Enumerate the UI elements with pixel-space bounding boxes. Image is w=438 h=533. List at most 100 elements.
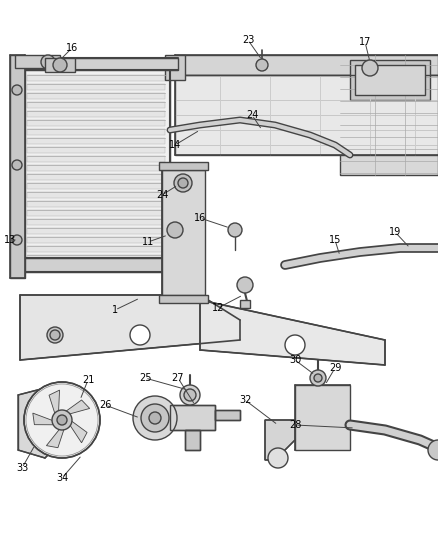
- Text: 17: 17: [359, 37, 371, 47]
- Text: 28: 28: [289, 420, 301, 430]
- Bar: [27, 255, 165, 261]
- Circle shape: [237, 277, 253, 293]
- Text: 11: 11: [142, 237, 154, 247]
- Bar: [27, 246, 165, 252]
- Circle shape: [12, 235, 22, 245]
- Circle shape: [314, 374, 322, 382]
- Text: 33: 33: [16, 463, 28, 473]
- Circle shape: [174, 174, 192, 192]
- Polygon shape: [200, 300, 385, 365]
- Circle shape: [285, 335, 305, 355]
- Text: 1: 1: [112, 305, 118, 315]
- Circle shape: [52, 410, 72, 430]
- Text: 21: 21: [82, 375, 94, 385]
- Text: 16: 16: [66, 43, 78, 53]
- Text: 24: 24: [156, 190, 168, 200]
- Text: 24: 24: [246, 110, 258, 120]
- Polygon shape: [350, 60, 430, 100]
- Circle shape: [12, 85, 22, 95]
- Bar: [27, 174, 165, 180]
- Polygon shape: [355, 65, 425, 95]
- Text: 34: 34: [56, 473, 68, 483]
- Bar: [27, 75, 165, 81]
- Text: 30: 30: [289, 355, 301, 365]
- Bar: [27, 129, 165, 135]
- Bar: [27, 111, 165, 117]
- Circle shape: [41, 55, 55, 69]
- Circle shape: [268, 448, 288, 468]
- Bar: [27, 93, 165, 99]
- Text: 23: 23: [242, 35, 254, 45]
- Circle shape: [256, 59, 268, 71]
- Bar: [27, 183, 165, 189]
- Circle shape: [133, 396, 177, 440]
- Polygon shape: [15, 58, 178, 70]
- Circle shape: [178, 178, 188, 188]
- Polygon shape: [20, 295, 240, 360]
- Bar: [27, 165, 165, 171]
- Text: 26: 26: [99, 400, 111, 410]
- Circle shape: [141, 404, 169, 432]
- Bar: [240, 300, 250, 308]
- Bar: [27, 210, 165, 216]
- Circle shape: [167, 222, 183, 238]
- Polygon shape: [159, 295, 208, 303]
- Polygon shape: [68, 418, 87, 443]
- Bar: [27, 138, 165, 144]
- Circle shape: [180, 385, 200, 405]
- Polygon shape: [175, 75, 438, 155]
- Text: 12: 12: [212, 303, 224, 313]
- Text: 14: 14: [169, 140, 181, 150]
- Bar: [27, 192, 165, 198]
- Circle shape: [362, 60, 378, 76]
- Circle shape: [57, 415, 67, 425]
- Polygon shape: [15, 55, 60, 68]
- Circle shape: [53, 58, 67, 72]
- Text: 25: 25: [139, 373, 151, 383]
- Text: 27: 27: [172, 373, 184, 383]
- Polygon shape: [22, 65, 170, 265]
- Polygon shape: [10, 55, 25, 278]
- Polygon shape: [45, 58, 75, 72]
- Polygon shape: [215, 410, 240, 420]
- Bar: [27, 219, 165, 225]
- Polygon shape: [170, 405, 215, 430]
- Circle shape: [26, 384, 98, 456]
- Bar: [27, 102, 165, 108]
- Circle shape: [149, 412, 161, 424]
- Text: 15: 15: [329, 235, 341, 245]
- Text: 29: 29: [329, 363, 341, 373]
- Circle shape: [47, 327, 63, 343]
- Circle shape: [310, 370, 326, 386]
- Polygon shape: [165, 55, 185, 80]
- Text: 16: 16: [194, 213, 206, 223]
- Bar: [27, 237, 165, 243]
- Bar: [27, 120, 165, 126]
- Circle shape: [24, 382, 100, 458]
- Bar: [27, 147, 165, 153]
- Polygon shape: [33, 413, 58, 425]
- Bar: [27, 156, 165, 162]
- Circle shape: [184, 389, 196, 401]
- Polygon shape: [49, 390, 60, 418]
- Polygon shape: [15, 258, 178, 272]
- Circle shape: [428, 440, 438, 460]
- Polygon shape: [62, 400, 90, 415]
- Polygon shape: [340, 55, 438, 175]
- Polygon shape: [46, 425, 65, 448]
- Polygon shape: [185, 430, 200, 450]
- Polygon shape: [159, 162, 208, 170]
- Polygon shape: [175, 55, 438, 75]
- Bar: [27, 228, 165, 234]
- Polygon shape: [162, 170, 205, 295]
- Circle shape: [130, 325, 150, 345]
- Polygon shape: [18, 388, 58, 458]
- Circle shape: [228, 223, 242, 237]
- Bar: [27, 84, 165, 90]
- Bar: [27, 201, 165, 207]
- Polygon shape: [265, 420, 295, 460]
- Text: 13: 13: [4, 235, 16, 245]
- Text: 32: 32: [239, 395, 251, 405]
- Text: 19: 19: [389, 227, 401, 237]
- Circle shape: [12, 160, 22, 170]
